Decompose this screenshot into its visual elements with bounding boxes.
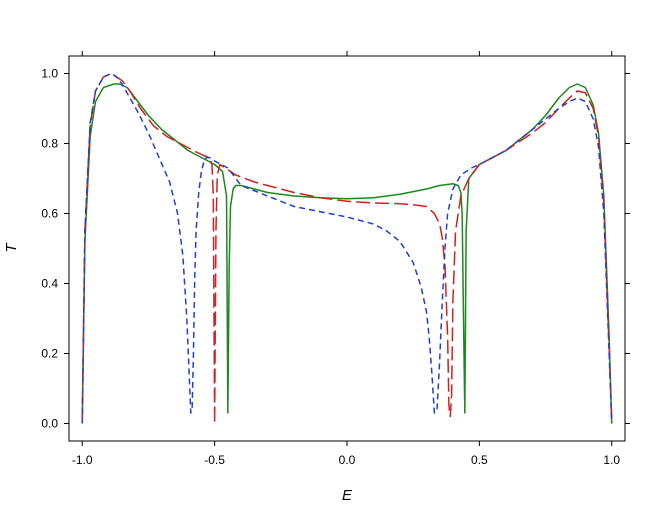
series-line-2 [81,72,613,425]
x-tick-label: 0.5 [471,453,488,467]
x-tick-label: 1.0 [603,453,620,467]
x-tick-label: 0.0 [339,453,356,467]
y-tick-label: 0.4 [41,277,58,291]
y-tick-label: 0.0 [41,417,58,431]
series-line-1 [81,83,613,424]
x-tick-label: -0.5 [204,453,225,467]
x-axis-title: E [342,487,353,504]
y-tick-label: 0.6 [41,207,58,221]
y-tick-label: 0.8 [41,137,58,151]
plot-area-frame [68,55,626,442]
y-tick-label: 1.0 [41,67,58,81]
x-tick-label: -1.0 [72,453,93,467]
series-line-3 [81,72,613,424]
y-tick-label: 0.2 [41,347,58,361]
axis-ticks: -1.0 -0.5 0.0 0.5 1.0 0.0 0.2 0.4 0.6 0.8 1.0 [41,51,630,467]
series-layer [81,72,613,425]
y-axis-title: T [3,242,20,253]
